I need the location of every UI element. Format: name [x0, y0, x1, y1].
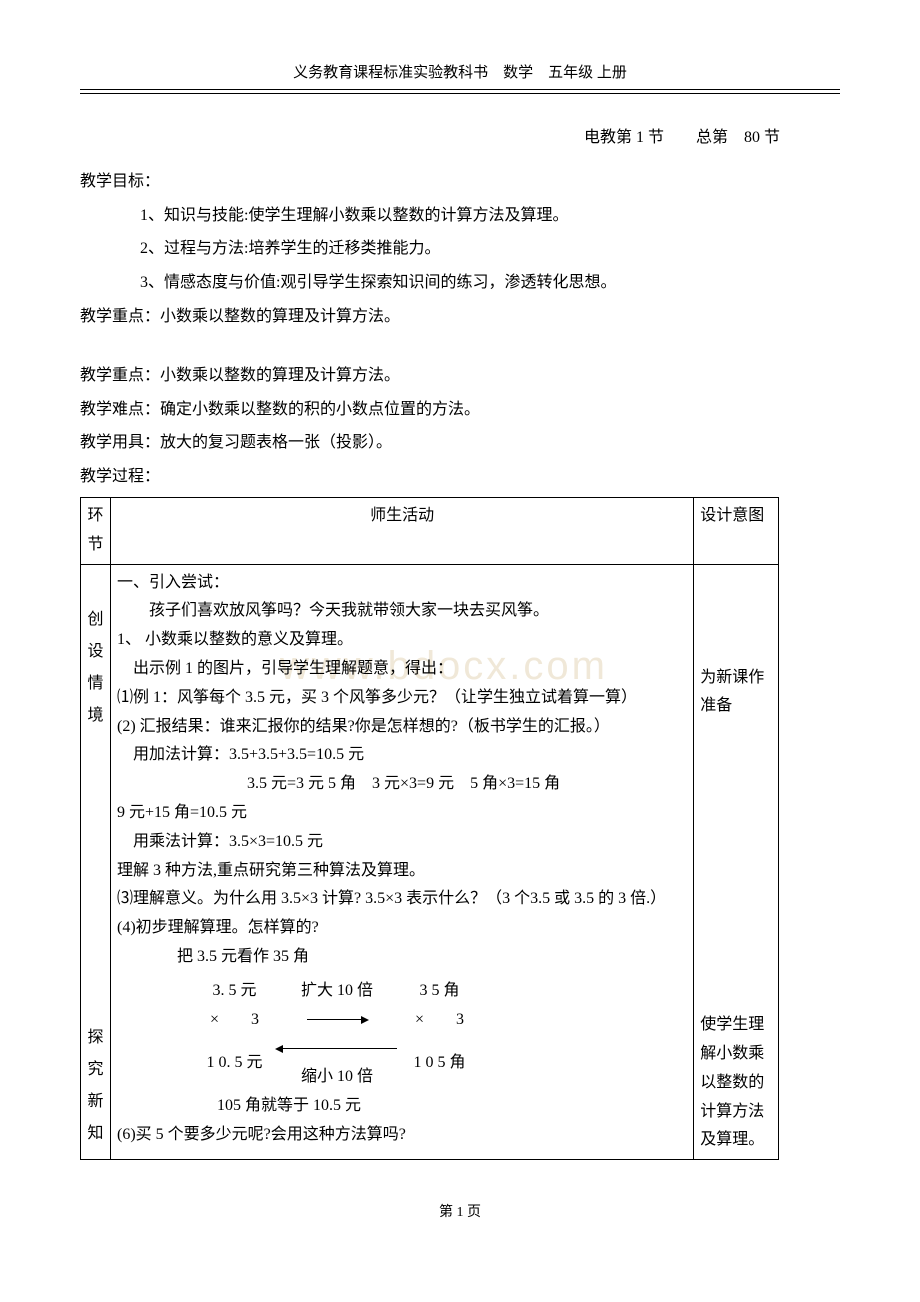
act-l8: 3.5 元=3 元 5 角 3 元×3=9 元 5 角×3=15 角: [117, 770, 687, 799]
calc-right-mid: × 3: [402, 1006, 477, 1035]
intent-cell: 为新课作准备 使学生理解小数乘以整数的计算方法及算理。: [694, 564, 779, 1160]
objective-1: 1、知识与技能:使学生理解小数乘以整数的计算方法及算理。: [80, 202, 840, 231]
calc-right-bot: 1 0 5 角: [402, 1034, 477, 1092]
act-l5: ⑴例 1：风筝每个 3.5 元，买 3 个风筝多少元？（让学生独立试着算一算）: [117, 684, 687, 713]
lesson-table: 环节 师生活动 设计意图 创设情境 探究新知 一、引入尝试： 孩子们喜欢放风筝吗…: [80, 497, 779, 1160]
calc-right-top: 3 5 角: [402, 977, 477, 1006]
intent-2: 使学生理解小数乘以整数的计算方法及算理。: [700, 1011, 772, 1155]
act-l9: 9 元+15 角=10.5 元: [117, 799, 687, 828]
lesson-meta: 电教第 1 节 总第 80 节: [80, 124, 840, 153]
act-l13: (4)初步理解算理。怎样算的?: [117, 914, 687, 943]
act-l10: 用乘法计算：3.5×3=10.5 元: [117, 828, 687, 857]
calculation-block: 3. 5 元 扩大 10 倍 3 5 角 × 3 × 3 1 0. 5 元: [197, 977, 477, 1092]
act-l11: 理解 3 种方法,重点研究第三种算法及算理。: [117, 857, 687, 886]
objective-2: 2、过程与方法:培养学生的迁移类推能力。: [80, 235, 840, 264]
difficulty-label: 教学难点：: [80, 401, 160, 418]
focus-1: 教学重点：小数乘以整数的算理及计算方法。: [80, 303, 840, 332]
difficulty-text: 确定小数乘以整数的积的小数点位置的方法。: [160, 401, 480, 418]
act-l7: 用加法计算：3.5+3.5+3.5=10.5 元: [117, 741, 687, 770]
calc-left-bot: 1 0. 5 元: [197, 1034, 272, 1092]
calc-left-mid: × 3: [197, 1006, 272, 1035]
focus1-label: 教学重点：: [80, 308, 160, 325]
table-header-row: 环节 师生活动 设计意图: [81, 497, 779, 564]
tools-label: 教学用具：: [80, 434, 160, 451]
arrow-right-icon: [307, 1019, 367, 1020]
page-footer: 第 1 页: [80, 1200, 840, 1225]
act-l16: (6)买 5 个要多少元呢?会用这种方法算吗?: [117, 1121, 687, 1150]
intent-1: 为新课作准备: [700, 664, 772, 722]
focus-2: 教学重点：小数乘以整数的算理及计算方法。: [80, 362, 840, 391]
calc-shrink-label: 缩小 10 倍: [277, 1063, 397, 1092]
act-l2: 孩子们喜欢放风筝吗？今天我就带领大家一块去买风筝。: [117, 597, 687, 626]
arrow-left-icon: [277, 1048, 397, 1049]
calc-expand-label: 扩大 10 倍: [277, 977, 397, 1006]
header-phase: 环节: [81, 497, 111, 564]
header-intent: 设计意图: [694, 497, 779, 564]
phase-cell: 创设情境 探究新知: [81, 564, 111, 1160]
objective-3: 3、情感态度与价值:观引导学生探索知识间的练习，渗透转化思想。: [80, 269, 840, 298]
tools: 教学用具：放大的复习题表格一张（投影）。: [80, 429, 840, 458]
process-label: 教学过程：: [80, 463, 840, 492]
act-l3: 1、 小数乘以整数的意义及算理。: [117, 626, 687, 655]
header-underline: [80, 93, 840, 94]
focus2-label: 教学重点：: [80, 367, 160, 384]
objectives-title: 教学目标：: [80, 168, 840, 197]
act-l14: 把 3.5 元看作 35 角: [117, 943, 687, 972]
table-row: 创设情境 探究新知 一、引入尝试： 孩子们喜欢放风筝吗？今天我就带领大家一块去买…: [81, 564, 779, 1160]
calc-left-top: 3. 5 元: [197, 977, 272, 1006]
focus1-text: 小数乘以整数的算理及计算方法。: [160, 308, 400, 325]
header-activity: 师生活动: [111, 497, 694, 564]
act-l15: 105 角就等于 10.5 元: [117, 1092, 687, 1121]
activity-cell: 一、引入尝试： 孩子们喜欢放风筝吗？今天我就带领大家一块去买风筝。 1、 小数乘…: [111, 564, 694, 1160]
phase-2: 探究新知: [87, 1022, 104, 1150]
act-l1: 一、引入尝试：: [117, 569, 687, 598]
act-l6: (2) 汇报结果：谁来汇报你的结果?你是怎样想的?（板书学生的汇报。）: [117, 713, 687, 742]
page-header: 义务教育课程标准实验教科书 数学 五年级 上册: [80, 60, 840, 90]
tools-text: 放大的复习题表格一张（投影）。: [160, 434, 392, 451]
act-l4: 出示例 1 的图片，引导学生理解题意，得出：: [117, 655, 687, 684]
act-l12: ⑶理解意义。为什么用 3.5×3 计算? 3.5×3 表示什么？（3 个3.5 …: [117, 885, 687, 914]
difficulty: 教学难点：确定小数乘以整数的积的小数点位置的方法。: [80, 396, 840, 425]
focus2-text: 小数乘以整数的算理及计算方法。: [160, 367, 400, 384]
phase-1: 创设情境: [87, 604, 104, 732]
